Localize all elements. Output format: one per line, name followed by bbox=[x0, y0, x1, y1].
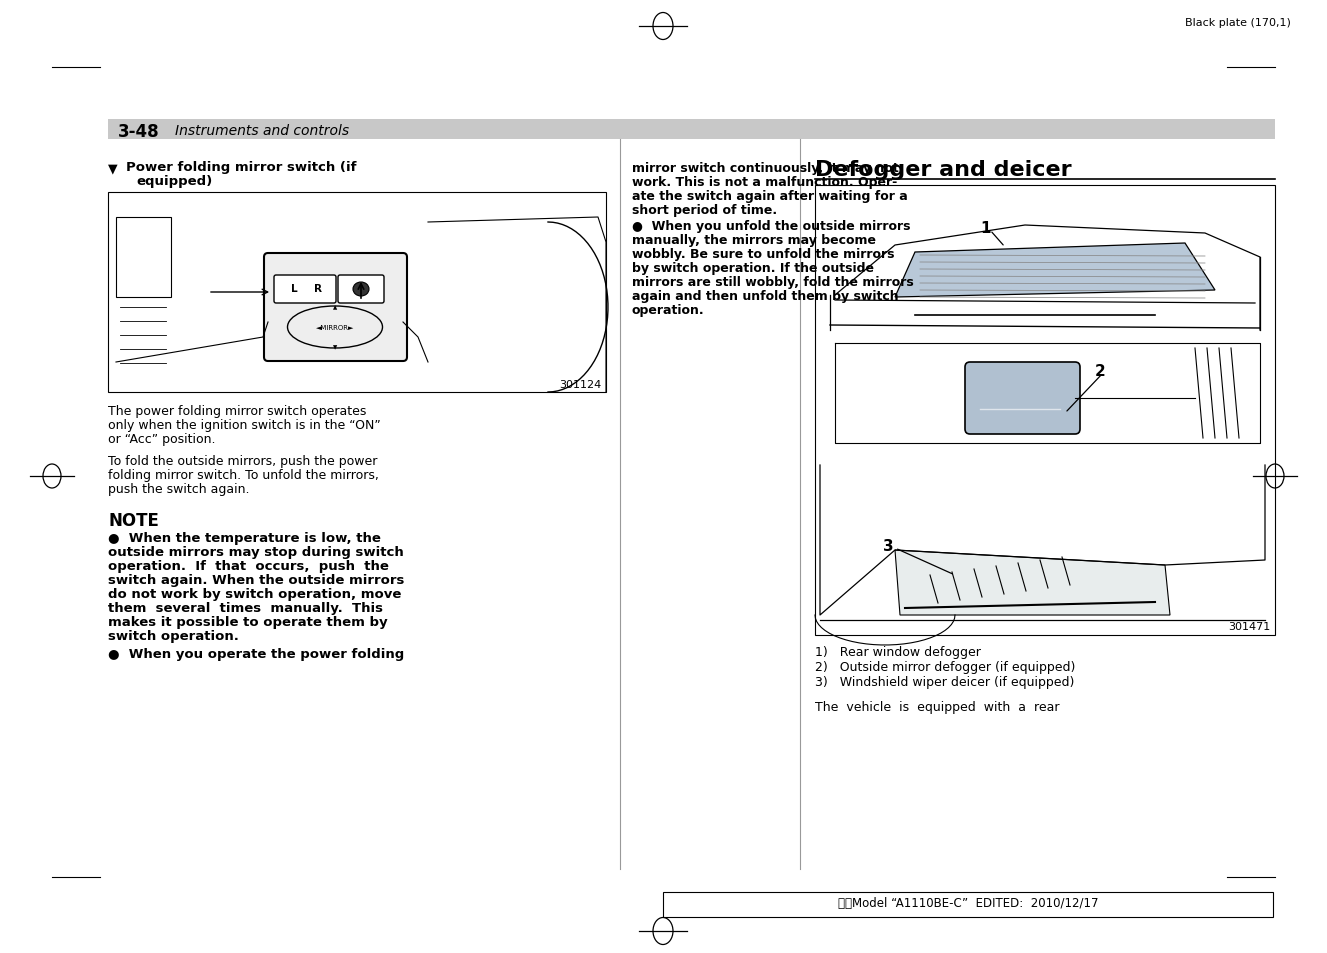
Text: Black plate (170,1): Black plate (170,1) bbox=[1185, 18, 1291, 28]
Text: L: L bbox=[291, 284, 297, 294]
Text: 3: 3 bbox=[882, 538, 893, 554]
Bar bbox=[664, 892, 1273, 917]
Text: short period of time.: short period of time. bbox=[632, 204, 778, 216]
Text: operation.  If  that  occurs,  push  the: operation. If that occurs, push the bbox=[107, 559, 389, 573]
Text: 2)   Outside mirror defogger (if equipped): 2) Outside mirror defogger (if equipped) bbox=[815, 660, 1075, 673]
FancyBboxPatch shape bbox=[273, 275, 336, 304]
Text: push the switch again.: push the switch again. bbox=[107, 482, 249, 496]
Text: 301471: 301471 bbox=[1227, 621, 1270, 631]
Text: The power folding mirror switch operates: The power folding mirror switch operates bbox=[107, 405, 366, 417]
Text: again and then unfold them by switch: again and then unfold them by switch bbox=[632, 290, 898, 303]
Text: switch again. When the outside mirrors: switch again. When the outside mirrors bbox=[107, 574, 405, 586]
Text: ▼: ▼ bbox=[107, 162, 118, 174]
Text: equipped): equipped) bbox=[135, 174, 212, 188]
Text: ◄MIRROR►: ◄MIRROR► bbox=[316, 325, 354, 331]
Text: by switch operation. If the outside: by switch operation. If the outside bbox=[632, 262, 874, 274]
Text: The  vehicle  is  equipped  with  a  rear: The vehicle is equipped with a rear bbox=[815, 700, 1059, 713]
Text: 北米Model “A1110BE-C”  EDITED:  2010/12/17: 北米Model “A1110BE-C” EDITED: 2010/12/17 bbox=[837, 896, 1099, 909]
Polygon shape bbox=[894, 551, 1170, 616]
Text: 2: 2 bbox=[1095, 364, 1105, 378]
Text: 301124: 301124 bbox=[559, 379, 601, 390]
FancyBboxPatch shape bbox=[965, 363, 1080, 435]
Bar bbox=[815, 186, 1275, 636]
Text: ▼: ▼ bbox=[333, 345, 337, 350]
Text: ▲: ▲ bbox=[333, 305, 337, 310]
Text: manually, the mirrors may become: manually, the mirrors may become bbox=[632, 233, 876, 247]
Text: folding mirror switch. To unfold the mirrors,: folding mirror switch. To unfold the mir… bbox=[107, 469, 380, 481]
Text: work. This is not a malfunction. Oper-: work. This is not a malfunction. Oper- bbox=[632, 175, 897, 189]
Text: makes it possible to operate them by: makes it possible to operate them by bbox=[107, 616, 387, 628]
Text: only when the ignition switch is in the “ON”: only when the ignition switch is in the … bbox=[107, 418, 381, 432]
Text: Power folding mirror switch (if: Power folding mirror switch (if bbox=[126, 161, 357, 173]
Text: mirrors are still wobbly, fold the mirrors: mirrors are still wobbly, fold the mirro… bbox=[632, 275, 914, 289]
FancyBboxPatch shape bbox=[264, 253, 407, 361]
Text: ●  When you unfold the outside mirrors: ● When you unfold the outside mirrors bbox=[632, 220, 910, 233]
Text: do not work by switch operation, move: do not work by switch operation, move bbox=[107, 587, 401, 600]
Text: switch operation.: switch operation. bbox=[107, 629, 239, 642]
Text: Defogger and deicer: Defogger and deicer bbox=[815, 160, 1072, 180]
Text: NOTE: NOTE bbox=[107, 512, 159, 530]
FancyBboxPatch shape bbox=[338, 275, 384, 304]
Text: operation.: operation. bbox=[632, 304, 705, 316]
Text: 1: 1 bbox=[981, 221, 990, 235]
Ellipse shape bbox=[353, 283, 369, 296]
Text: 3)   Windshield wiper deicer (if equipped): 3) Windshield wiper deicer (if equipped) bbox=[815, 676, 1075, 688]
Text: wobbly. Be sure to unfold the mirrors: wobbly. Be sure to unfold the mirrors bbox=[632, 248, 894, 261]
Text: 1)   Rear window defogger: 1) Rear window defogger bbox=[815, 645, 981, 659]
Text: ate the switch again after waiting for a: ate the switch again after waiting for a bbox=[632, 190, 908, 203]
Text: ●  When you operate the power folding: ● When you operate the power folding bbox=[107, 647, 405, 660]
Bar bbox=[107, 193, 606, 393]
Text: R: R bbox=[314, 284, 322, 294]
Text: mirror switch continuously, it may not: mirror switch continuously, it may not bbox=[632, 162, 898, 174]
Text: them  several  times  manually.  This: them several times manually. This bbox=[107, 601, 384, 615]
Text: or “Acc” position.: or “Acc” position. bbox=[107, 433, 215, 446]
Text: 3-48: 3-48 bbox=[118, 123, 159, 141]
Text: To fold the outside mirrors, push the power: To fold the outside mirrors, push the po… bbox=[107, 455, 377, 468]
Text: Instruments and controls: Instruments and controls bbox=[175, 124, 349, 138]
Bar bbox=[115, 218, 171, 297]
Polygon shape bbox=[894, 244, 1216, 297]
Bar bbox=[107, 120, 1275, 140]
Text: ●  When the temperature is low, the: ● When the temperature is low, the bbox=[107, 532, 381, 544]
Text: outside mirrors may stop during switch: outside mirrors may stop during switch bbox=[107, 545, 403, 558]
